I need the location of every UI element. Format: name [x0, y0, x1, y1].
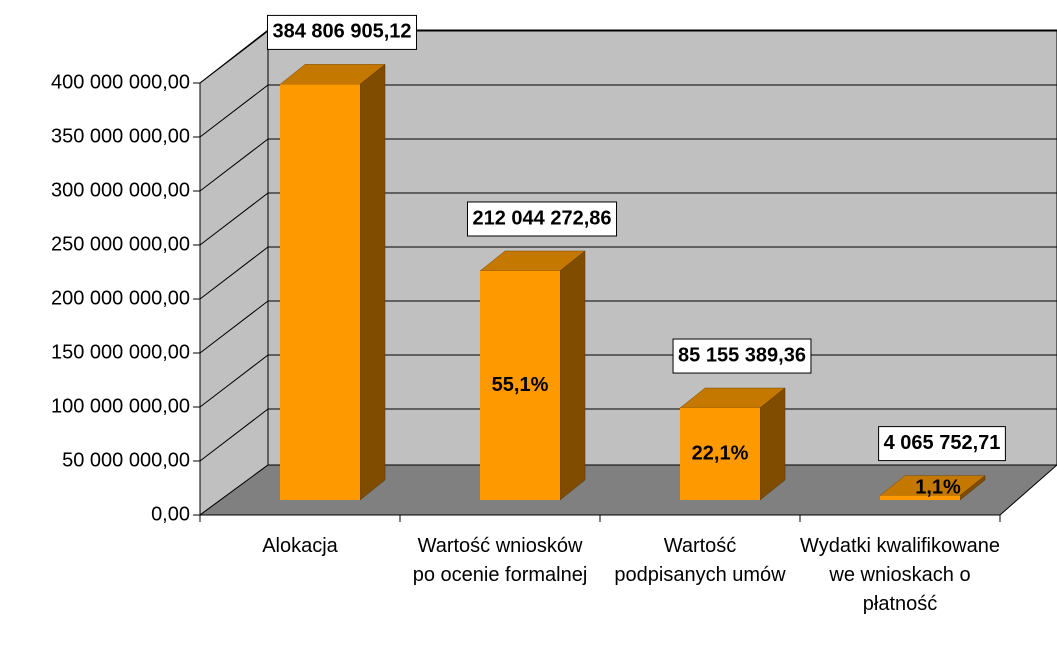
bar-side [359, 63, 386, 501]
share-label: 22,1% [692, 442, 749, 464]
bar [680, 408, 760, 500]
y-tick-label: 100 000 000,00 [51, 395, 190, 417]
grid-line [199, 192, 1057, 246]
grid-line [199, 408, 1057, 462]
y-tick-label: 200 000 000,00 [51, 287, 190, 309]
bar [280, 84, 360, 500]
value-label: 384 806 905,12 [266, 14, 418, 50]
x-tick-label: Alokacja [262, 535, 338, 557]
y-tick-label: 300 000 000,00 [51, 179, 190, 201]
y-tick-label: 0,00 [151, 503, 190, 525]
grid-line [199, 246, 1057, 300]
grid-line [199, 138, 1057, 192]
x-tick-label: Wartość podpisanych umów [614, 535, 786, 586]
bar [480, 270, 560, 500]
value-label-text: 4 065 752,71 [884, 432, 1001, 454]
y-tick-label: 150 000 000,00 [51, 341, 190, 363]
y-tick-label: 400 000 000,00 [51, 71, 190, 93]
share-label: 1,1% [915, 476, 961, 498]
value-label-text: 85 155 389,36 [678, 344, 806, 366]
value-label: 212 044 272,86 [466, 201, 618, 237]
value-label-box [672, 338, 812, 374]
share-label: 55,1% [492, 374, 549, 396]
value-label: 85 155 389,36 [672, 338, 812, 374]
bar-side [559, 250, 586, 501]
value-label-box [466, 201, 618, 237]
x-tick-label: Wydatki kwalifikowane we wnioskach o pła… [800, 535, 1000, 615]
y-tick-label: 250 000 000,00 [51, 233, 190, 255]
value-label-text: 384 806 905,12 [272, 21, 411, 43]
grid-line [199, 84, 1057, 138]
x-tick-label: Wartość wniosków po ocenie formalnej [412, 535, 588, 586]
value-label-text: 212 044 272,86 [472, 207, 611, 229]
value-label-box [878, 426, 1006, 462]
bar [880, 495, 960, 500]
y-tick-label: 50 000 000,00 [62, 449, 190, 471]
bar-side [759, 387, 786, 501]
value-label-box [266, 14, 418, 50]
grid-line [199, 300, 1057, 354]
value-label: 4 065 752,71 [878, 426, 1006, 462]
y-tick-label: 350 000 000,00 [51, 125, 190, 147]
